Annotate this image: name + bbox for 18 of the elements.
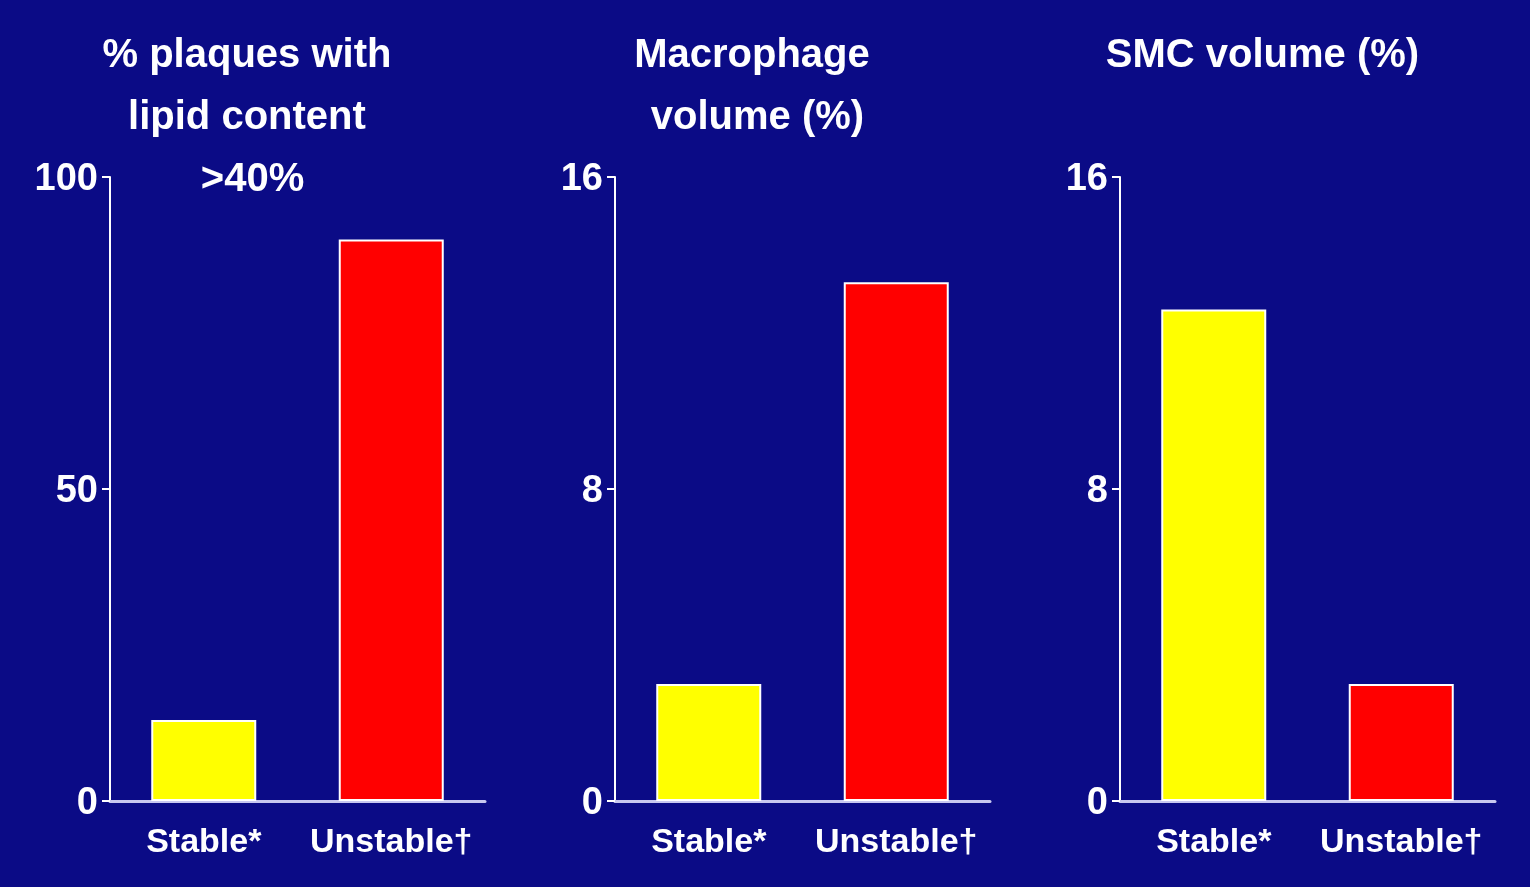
x-tick-label: Unstable† xyxy=(310,820,473,859)
y-tick-label: 8 xyxy=(1086,467,1108,510)
y-tick-label: 100 xyxy=(34,155,98,198)
x-tick-label: Unstable† xyxy=(815,820,978,859)
y-tick-label: 8 xyxy=(581,467,603,510)
y-tick-label: 50 xyxy=(55,467,98,510)
x-tick-label: Stable* xyxy=(651,820,768,859)
x-tick-label: Stable* xyxy=(1156,820,1273,859)
y-tick-label: 0 xyxy=(1086,779,1108,822)
chart-title: SMC volume (%) xyxy=(1105,30,1420,75)
y-tick-label: 16 xyxy=(1065,155,1108,198)
chart-title: % plaques with lipid content >40% xyxy=(102,30,403,199)
y-tick-label: 16 xyxy=(560,155,603,198)
chart-title: Macrophage volume (%) xyxy=(634,30,881,137)
y-tick-label: 0 xyxy=(581,779,603,822)
y-tick-label: 0 xyxy=(76,779,98,822)
x-tick-label: Unstable† xyxy=(1320,820,1483,859)
x-tick-label: Stable* xyxy=(146,820,263,859)
